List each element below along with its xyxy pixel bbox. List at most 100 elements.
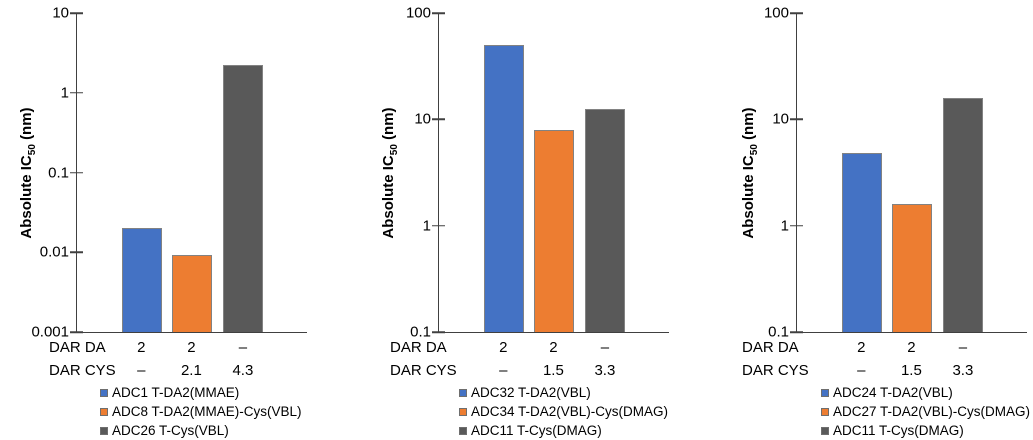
dar-cys-value-2: 1.5 [900, 362, 922, 379]
legend-item: ADC27 T-DA2(VBL)-Cys(DMAG) [821, 402, 1030, 421]
legend-item: ADC34 T-DA2(VBL)-Cys(DMAG) [459, 402, 668, 421]
bar-2 [891, 204, 932, 332]
dar-cys-value-1: – [857, 362, 866, 379]
dar-cys-row: DAR CYS – 2.1 4.3 [0, 361, 344, 381]
y-axis-label: Absolute IC50 (nm) [740, 107, 760, 239]
bar-2 [171, 255, 212, 332]
legend-swatch-gray-icon [821, 426, 829, 435]
dar-da-value-3: – [600, 339, 610, 356]
y-tick-label: 10 [52, 4, 69, 22]
dar-da-value-3: – [238, 339, 248, 356]
y-axis-label: Absolute IC50 (nm) [380, 107, 400, 239]
dar-cys-row: DAR CYS – 1.5 3.3 [344, 361, 689, 381]
dar-da-values: 2 2 – [76, 338, 307, 358]
y-tick-label: 1 [780, 217, 789, 235]
legend-swatch-blue-icon [100, 388, 108, 397]
dar-cys-value-1: – [499, 362, 508, 379]
y-tick-label: 10 [772, 110, 789, 128]
dar-cys-label: DAR CYS [742, 362, 809, 379]
dar-da-value-3: – [958, 339, 968, 356]
dar-da-value-1: 2 [137, 339, 146, 356]
dar-cys-value-3: 3.3 [952, 362, 974, 379]
legend-label: ADC34 T-DA2(VBL)-Cys(DMAG) [471, 404, 669, 419]
y-tick-label: 0.1 [48, 164, 69, 181]
dar-da-label: DAR DA [49, 339, 106, 356]
y-tick-mark [790, 224, 803, 227]
plot-area: 10 1 0.1 0.01 0.001 [31, 5, 307, 341]
bar-3 [585, 109, 626, 332]
dar-da-value-2: 2 [907, 339, 916, 356]
y-tick-mark [790, 118, 803, 121]
dar-cys-values: – 1.5 3.3 [796, 361, 1027, 381]
y-tick-mark [432, 12, 445, 14]
dar-da-value-2: 2 [187, 339, 196, 356]
y-tick-mark [70, 12, 83, 14]
dar-da-row: DAR DA 2 2 – [0, 338, 344, 358]
dar-da-values: 2 2 – [796, 338, 1027, 358]
legend-item: ADC24 T-DA2(VBL) [821, 383, 1030, 402]
legend: ADC1 T-DA2(MMAE) ADC8 T-DA2(MMAE)-Cys(VB… [100, 383, 302, 440]
y-tick-mark [70, 251, 83, 253]
legend-item: ADC8 T-DA2(MMAE)-Cys(VBL) [100, 402, 302, 421]
y-tick-label: 100 [405, 4, 431, 22]
dar-da-value-2: 2 [549, 339, 558, 356]
dar-cys-value-2: 2.1 [180, 362, 202, 379]
legend-label: ADC11 T-Cys(DMAG) [833, 423, 964, 438]
legend-swatch-orange-icon [821, 407, 829, 416]
legend-item: ADC26 T-Cys(VBL) [100, 421, 302, 440]
y-tick-label: 0.01 [39, 243, 69, 261]
legend-item: ADC1 T-DA2(MMAE) [100, 383, 302, 402]
y-tick-label: 1 [422, 217, 431, 235]
dar-da-row: DAR DA 2 2 – [689, 338, 1033, 358]
legend-label: ADC26 T-Cys(VBL) [112, 423, 229, 438]
y-tick-label: 100 [763, 4, 789, 22]
y-tick-mark [432, 118, 445, 121]
dar-da-values: 2 2 – [438, 338, 669, 358]
dar-cys-value-3: 3.3 [594, 362, 616, 379]
dar-da-value-1: 2 [857, 339, 866, 356]
dar-cys-values: – 2.1 4.3 [76, 361, 307, 381]
bar-1 [841, 153, 883, 332]
y-tick-mark [70, 331, 83, 333]
legend-label: ADC27 T-DA2(VBL)-Cys(DMAG) [833, 404, 1031, 419]
legend-item: ADC11 T-Cys(DMAG) [459, 421, 668, 440]
legend-item: ADC11 T-Cys(DMAG) [821, 421, 1030, 440]
legend-swatch-gray-icon [459, 426, 467, 435]
bar-1 [121, 228, 163, 332]
y-tick-label: 10 [414, 110, 431, 128]
legend-label: ADC8 T-DA2(MMAE)-Cys(VBL) [112, 404, 302, 419]
dar-cys-row: DAR CYS – 1.5 3.3 [689, 361, 1033, 381]
legend: ADC24 T-DA2(VBL) ADC27 T-DA2(VBL)-Cys(DM… [821, 383, 1030, 440]
dar-cys-value-2: 1.5 [542, 362, 564, 379]
bar-2 [533, 130, 574, 332]
legend-label: ADC1 T-DA2(MMAE) [112, 385, 240, 400]
bar-3 [223, 65, 264, 332]
dar-da-row: DAR DA 2 2 – [344, 338, 689, 358]
chart-panel-2: Absolute IC50 (nm) 100 10 1 0.1 DAR DA 2 2 … [344, 0, 689, 439]
bar-3 [943, 98, 984, 332]
dar-da-label: DAR DA [390, 339, 447, 356]
y-tick-mark [70, 171, 83, 174]
y-tick-mark [432, 331, 445, 333]
y-tick-mark [432, 224, 445, 227]
dar-da-value-1: 2 [499, 339, 508, 356]
dar-cys-label: DAR CYS [49, 362, 116, 379]
y-tick-label: 0.1 [768, 323, 789, 341]
y-tick-mark [790, 331, 803, 333]
legend-swatch-blue-icon [821, 388, 829, 397]
dar-da-label: DAR DA [742, 339, 799, 356]
dar-cys-value-3: 4.3 [232, 362, 254, 379]
chart-panel-1: Absolute IC50 (nm) 10 1 0.1 0.01 0.001 DAR D… [0, 0, 344, 439]
legend-swatch-orange-icon [459, 407, 467, 416]
legend-item: ADC32 T-DA2(VBL) [459, 383, 668, 402]
legend-swatch-orange-icon [100, 407, 108, 416]
y-tick-label: 0.001 [31, 323, 69, 341]
plot-area: 100 10 1 0.1 [764, 5, 1027, 341]
y-tick-label: 0.1 [410, 323, 431, 341]
dar-cys-value-1: – [137, 362, 146, 379]
chart-panel-3: Absolute IC50 (nm) 100 10 1 0.1 DAR DA 2 2 … [689, 0, 1033, 439]
y-tick-label: 1 [60, 84, 69, 102]
legend-label: ADC32 T-DA2(VBL) [471, 385, 591, 400]
legend-swatch-blue-icon [459, 388, 467, 397]
